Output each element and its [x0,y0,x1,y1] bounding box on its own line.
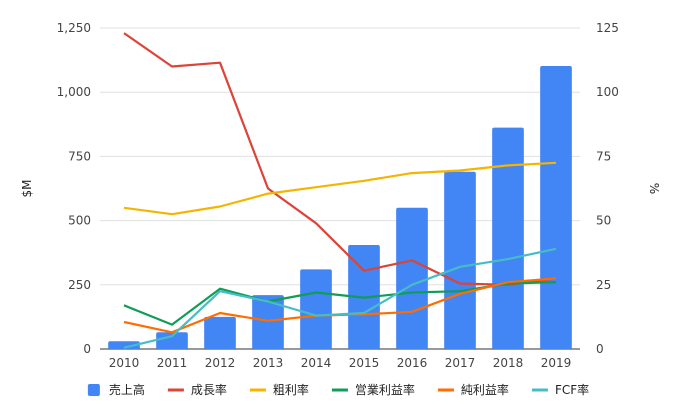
bar-2014 [300,269,332,349]
x-tick-label: 2016 [397,356,428,370]
bar-2016 [396,207,428,349]
line-粗利率 [123,161,557,216]
right-tick-label: 75 [596,149,611,163]
left-axis-title: $M [20,180,34,198]
left-tick-label: 750 [68,149,91,163]
bar-series [108,66,572,349]
line-純利益率 [123,277,557,334]
legend-item-純利益率[interactable]: 純利益率 [437,382,509,397]
legend-item-粗利率[interactable]: 粗利率 [249,382,309,397]
legend-swatch [249,388,266,392]
left-tick-label: 1,000 [57,85,91,99]
right-tick-label: 100 [596,85,619,99]
bar-2017 [444,171,476,349]
axes: $M % 0 0 250 25 500 50 750 75 1,000 100 1,250 125 20… [20,21,661,370]
line-営業利益率 [123,281,557,326]
legend-item-FCF率[interactable]: FCF率 [531,382,589,397]
x-tick-label: 2013 [253,356,284,370]
legend: 売上高 成長率 粗利率 営業利益率 純利益率 FCF率 [87,382,589,397]
bar-2010 [108,341,140,349]
bar-2013 [252,295,284,349]
x-tick-label: 2012 [205,356,236,370]
left-tick-label: 250 [68,278,91,292]
left-tick-label: 500 [68,214,91,228]
legend-label: 粗利率 [273,382,309,397]
x-tick-label: 2018 [493,356,524,370]
legend-swatch [531,388,548,392]
legend-label: 成長率 [191,382,227,397]
legend-swatch [331,388,348,392]
x-tick-label: 2011 [157,356,188,370]
line-FCF率 [123,247,557,349]
legend-label: 営業利益率 [355,382,415,397]
x-tick-label: 2010 [109,356,140,370]
left-tick-label: 0 [83,342,91,356]
legend-label: 純利益率 [461,382,509,397]
legend-swatch [167,388,184,392]
right-tick-label: 125 [596,21,619,35]
x-tick-label: 2014 [301,356,332,370]
right-tick-label: 25 [596,278,611,292]
bar-2011 [156,332,188,349]
legend-item-営業利益率[interactable]: 営業利益率 [331,382,415,397]
bar-2012 [204,316,236,349]
legend-label: 売上高 [109,382,145,397]
left-tick-label: 1,250 [57,21,91,35]
legend-item-成長率[interactable]: 成長率 [167,382,227,397]
legend-swatch [87,384,100,396]
legend-label: FCF率 [555,382,589,397]
bar-2018 [492,127,524,349]
bar-2019 [540,66,572,349]
right-axis-title: % [647,183,661,194]
right-tick-label: 50 [596,214,611,228]
line-成長率 [123,32,557,286]
line-series [123,32,557,349]
legend-item-売上高[interactable]: 売上高 [87,382,145,397]
x-tick-label: 2019 [541,356,572,370]
x-tick-label: 2017 [445,356,476,370]
right-tick-label: 0 [596,342,604,356]
legend-swatch [437,388,454,392]
x-tick-label: 2015 [349,356,380,370]
